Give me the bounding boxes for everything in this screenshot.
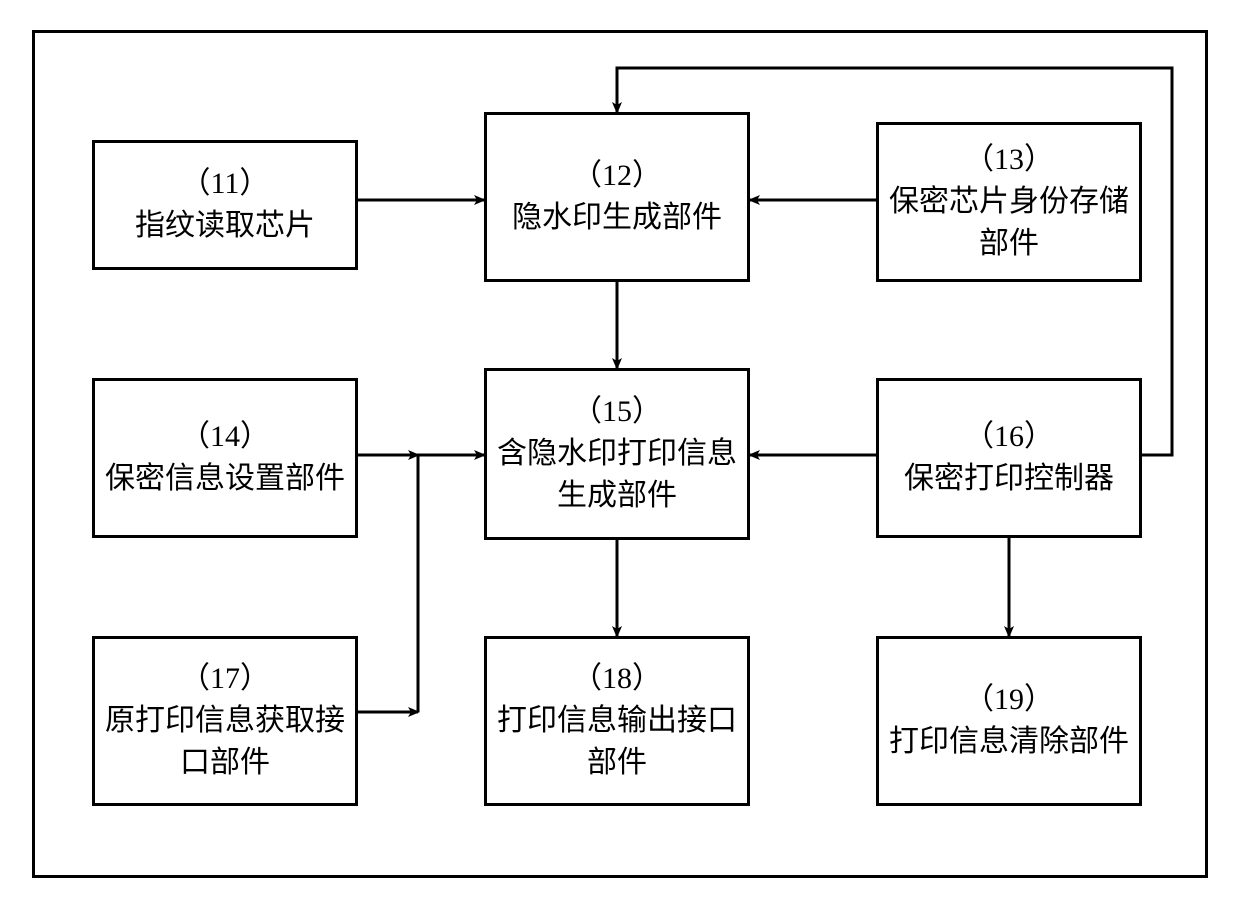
node-label: 打印信息输出接口部件 [495, 700, 739, 784]
node-num: （13） [964, 139, 1054, 181]
node-label: 保密芯片身份存储部件 [887, 181, 1131, 265]
node-label: 含隐水印打印信息生成部件 [495, 433, 739, 517]
node-n16: （16）保密打印控制器 [876, 378, 1142, 538]
node-num: （18） [572, 658, 662, 700]
node-n19: （19）打印信息清除部件 [876, 636, 1142, 806]
node-n13: （13）保密芯片身份存储部件 [876, 122, 1142, 282]
node-n17: （17）原打印信息获取接口部件 [92, 636, 358, 806]
node-num: （11） [181, 163, 270, 205]
node-n12: （12）隐水印生成部件 [484, 112, 750, 282]
node-n15: （15）含隐水印打印信息生成部件 [484, 368, 750, 540]
node-num: （15） [572, 391, 662, 433]
node-num: （12） [572, 155, 662, 197]
node-label: 保密打印控制器 [904, 458, 1114, 500]
node-label: 保密信息设置部件 [105, 458, 345, 500]
node-num: （19） [964, 679, 1054, 721]
node-label: 打印信息清除部件 [889, 721, 1129, 763]
node-n11: （11）指纹读取芯片 [92, 140, 358, 270]
node-num: （17） [180, 658, 270, 700]
node-label: 隐水印生成部件 [512, 197, 722, 239]
node-label: 指纹读取芯片 [135, 205, 315, 247]
node-num: （16） [964, 416, 1054, 458]
node-n18: （18）打印信息输出接口部件 [484, 636, 750, 806]
node-n14: （14）保密信息设置部件 [92, 378, 358, 538]
node-label: 原打印信息获取接口部件 [103, 700, 347, 784]
node-num: （14） [180, 416, 270, 458]
